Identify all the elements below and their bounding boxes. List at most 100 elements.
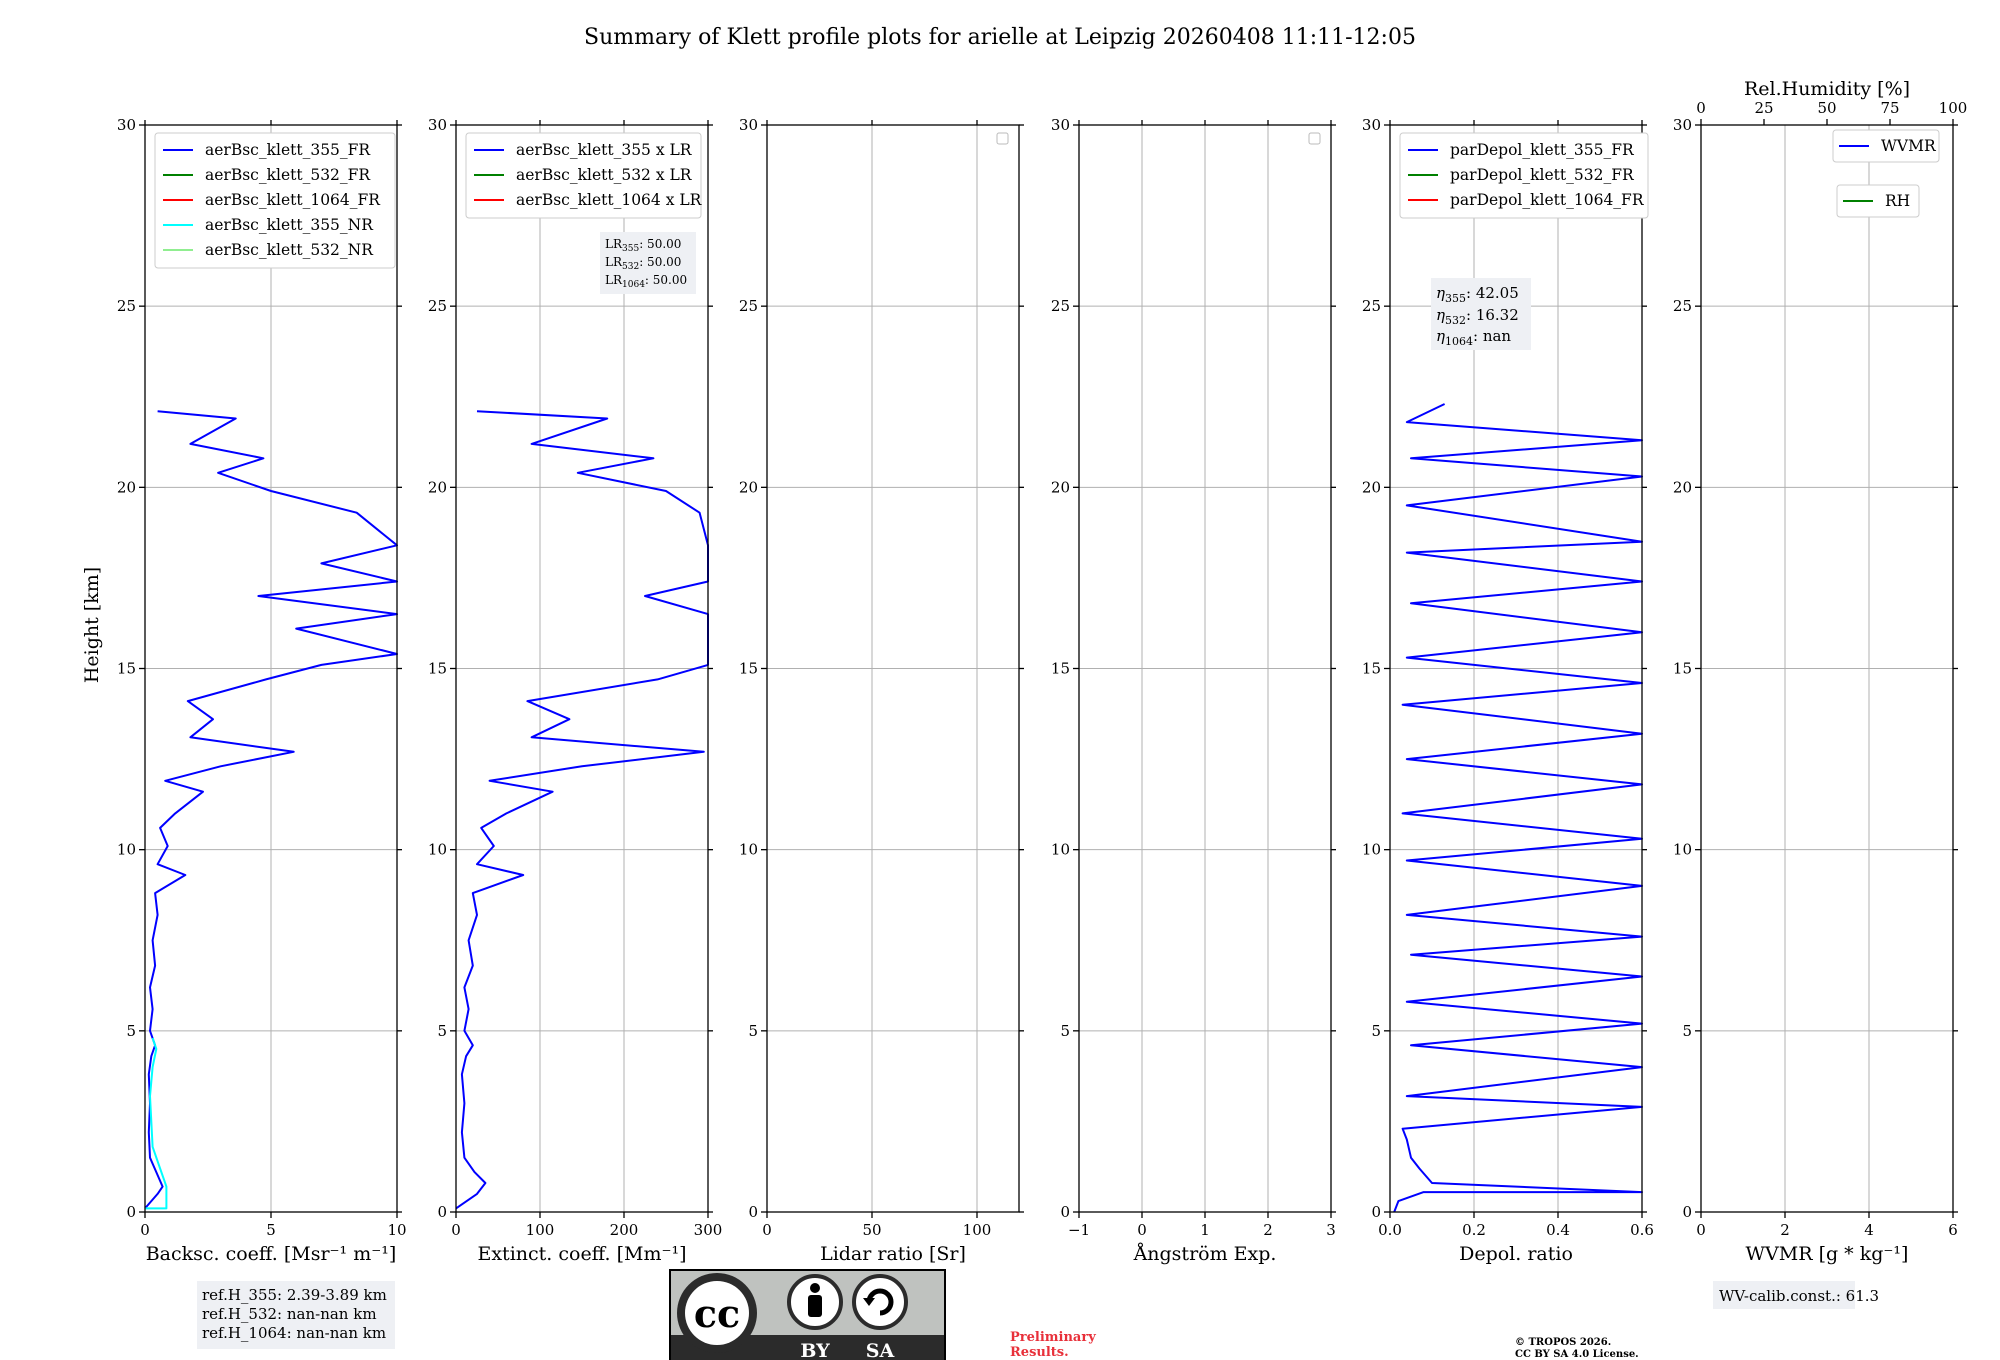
- wv-calib-text: WV-calib.const.: 61.3: [1719, 1287, 1879, 1305]
- reference-height-box-bg: [197, 1281, 395, 1349]
- x-tick-label-1: 0: [1137, 1221, 1147, 1239]
- top-tick-label-4: 100: [1939, 99, 1968, 117]
- y-tick-label-2: 10: [1051, 841, 1070, 859]
- eta-box: η355: 42.05 η532: 16.32 η1064: nan: [1431, 278, 1531, 350]
- legend-label-0: parDepol_klett_355_FR: [1450, 141, 1635, 159]
- reference-height-355: ref.H_355: 2.39-3.89 km: [202, 1286, 387, 1304]
- x-tick-label-1: 2: [1780, 1221, 1790, 1239]
- preliminary-line-1: Preliminary: [1010, 1330, 1096, 1345]
- x-tick-label-3: 0.6: [1630, 1221, 1654, 1239]
- y-tick-label-2: 10: [739, 841, 758, 859]
- x-tick-label-3: 300: [694, 1221, 723, 1239]
- x-axis-label: Lidar ratio [Sr]: [820, 1243, 966, 1265]
- y-tick-label-4: 20: [428, 478, 447, 496]
- y-tick-label-2: 10: [1362, 841, 1381, 859]
- y-tick-label-1: 5: [748, 1022, 758, 1040]
- y-tick-label-5: 25: [117, 297, 136, 315]
- x-tick-label-2: 4: [1864, 1221, 1874, 1239]
- empty-legend: [1308, 132, 1321, 145]
- y-tick-label-3: 15: [1051, 660, 1070, 678]
- empty-legend: [996, 132, 1009, 145]
- legend-label: WVMR: [1881, 137, 1937, 155]
- y-tick-label-2: 10: [1673, 841, 1692, 859]
- series-line-pardepol-klett-355-fr: [1393, 403, 1643, 1213]
- x-tick-label-3: 6: [1948, 1221, 1958, 1239]
- legend-label-2: aerBsc_klett_1064_FR: [205, 191, 381, 209]
- x-tick-label-2: 200: [610, 1221, 639, 1239]
- legend-rh: RH: [1836, 184, 1920, 218]
- x-tick-label-1: 5: [266, 1221, 276, 1239]
- y-tick-label-4: 20: [117, 478, 136, 496]
- lidar-ratio-1064: LR1064: 50.00: [605, 273, 687, 290]
- x-axis-label: Backsc. coeff. [Msr⁻¹ m⁻¹]: [146, 1243, 397, 1265]
- legend: parDepol_klett_355_FR parDepol_klett_532_…: [1399, 132, 1649, 219]
- series-line-aerbsc-klett-355-fr: [144, 410, 398, 1210]
- y-tick-label-6: 30: [428, 116, 447, 134]
- cc-by-sa-logo[interactable]: cc BY SA: [669, 1269, 946, 1360]
- x-tick-label-0: 0.0: [1378, 1221, 1402, 1239]
- y-tick-label-5: 25: [739, 297, 758, 315]
- x-tick-label-0: −1: [1068, 1221, 1090, 1239]
- eta-532: η532: 16.32: [1436, 306, 1519, 327]
- y-tick-label-3: 15: [1673, 660, 1692, 678]
- reference-height-box: ref.H_355: 2.39-3.89 km ref.H_532: nan-n…: [197, 1281, 395, 1349]
- y-tick-label-0: 0: [1682, 1203, 1692, 1221]
- eta-1064: η1064: nan: [1436, 327, 1511, 348]
- series-line-aerbsc-klett-355-x-lr: [455, 410, 709, 1210]
- legend-label: RH: [1885, 192, 1910, 210]
- y-tick-label-5: 25: [1362, 297, 1381, 315]
- legend-frame: [1832, 129, 1940, 163]
- wv-calib-box: WV-calib.const.: 61.3: [1713, 1281, 1879, 1309]
- y-tick-label-2: 10: [117, 841, 136, 859]
- legend-label-1: parDepol_klett_532_FR: [1450, 166, 1635, 184]
- reference-height-1064: ref.H_1064: nan-nan km: [202, 1324, 386, 1342]
- eta-box-bg: [1431, 278, 1531, 350]
- sa-icon-arrowhead: [863, 1298, 875, 1306]
- series-line-aerbsc-klett-355-nr: [145, 1037, 168, 1210]
- by-label: BY: [800, 1340, 830, 1360]
- legend: aerBsc_klett_355_FR aerBsc_klett_532_FRae…: [154, 132, 396, 269]
- y-tick-label-6: 30: [117, 116, 136, 134]
- y-axis-label: Height [km]: [81, 567, 103, 683]
- y-tick-label-6: 30: [1051, 116, 1070, 134]
- x-tick-label-2: 1: [1200, 1221, 1210, 1239]
- legend-label-2: parDepol_klett_1064_FR: [1450, 191, 1645, 209]
- x-tick-label-0: 0: [451, 1221, 461, 1239]
- figure-title: Summary of Klett profile plots for ariel…: [584, 25, 1416, 50]
- x-tick-label-2: 0.4: [1546, 1221, 1570, 1239]
- y-tick-label-0: 0: [748, 1203, 758, 1221]
- x-axis-label: Depol. ratio: [1459, 1243, 1573, 1265]
- panel-lidar_ratio: 0 5 10 15 20 25 30 0 50 100 Lidar ratio [Sr]: [739, 116, 1024, 1265]
- legend-label-0: aerBsc_klett_355_FR: [205, 141, 371, 159]
- y-tick-label-3: 15: [428, 660, 447, 678]
- panel-backscatter: 0 5 10 15 20 25 30 0 5 10 Backsc. coeff. [Msr⁻¹ m⁻…: [117, 116, 407, 1265]
- y-tick-label-1: 5: [1371, 1022, 1381, 1040]
- sa-icon: [852, 1274, 908, 1330]
- x-axis-label: Ångström Exp.: [1133, 1243, 1277, 1265]
- y-tick-label-6: 30: [1673, 116, 1692, 134]
- panel-depolarization: 0 5 10 15 20 25 30 0.0 0.2 0.4 0.6 Depol. ratio parD…: [1362, 116, 1654, 1265]
- wv-calib-box-bg: [1713, 1281, 1855, 1309]
- sa-label: SA: [866, 1340, 895, 1360]
- by-icon-head: [810, 1283, 820, 1293]
- y-tick-label-2: 10: [428, 841, 447, 859]
- x-tick-label-1: 100: [526, 1221, 555, 1239]
- y-tick-label-3: 15: [1362, 660, 1381, 678]
- y-tick-label-1: 5: [437, 1022, 447, 1040]
- x-tick-label-2: 100: [963, 1221, 992, 1239]
- y-tick-label-5: 25: [1051, 297, 1070, 315]
- legend-frame: [154, 132, 396, 269]
- y-tick-label-4: 20: [1362, 478, 1381, 496]
- legend-frame: [465, 132, 702, 219]
- x-tick-label-3: 2: [1263, 1221, 1273, 1239]
- x-tick-label-4: 3: [1326, 1221, 1336, 1239]
- y-tick-label-4: 20: [739, 478, 758, 496]
- y-tick-label-5: 25: [1673, 297, 1692, 315]
- y-tick-label-6: 30: [1362, 116, 1381, 134]
- by-icon-body: [808, 1295, 822, 1317]
- legend-label-0: aerBsc_klett_355 x LR: [516, 141, 693, 159]
- y-tick-label-0: 0: [437, 1203, 447, 1221]
- y-tick-label-3: 15: [117, 660, 136, 678]
